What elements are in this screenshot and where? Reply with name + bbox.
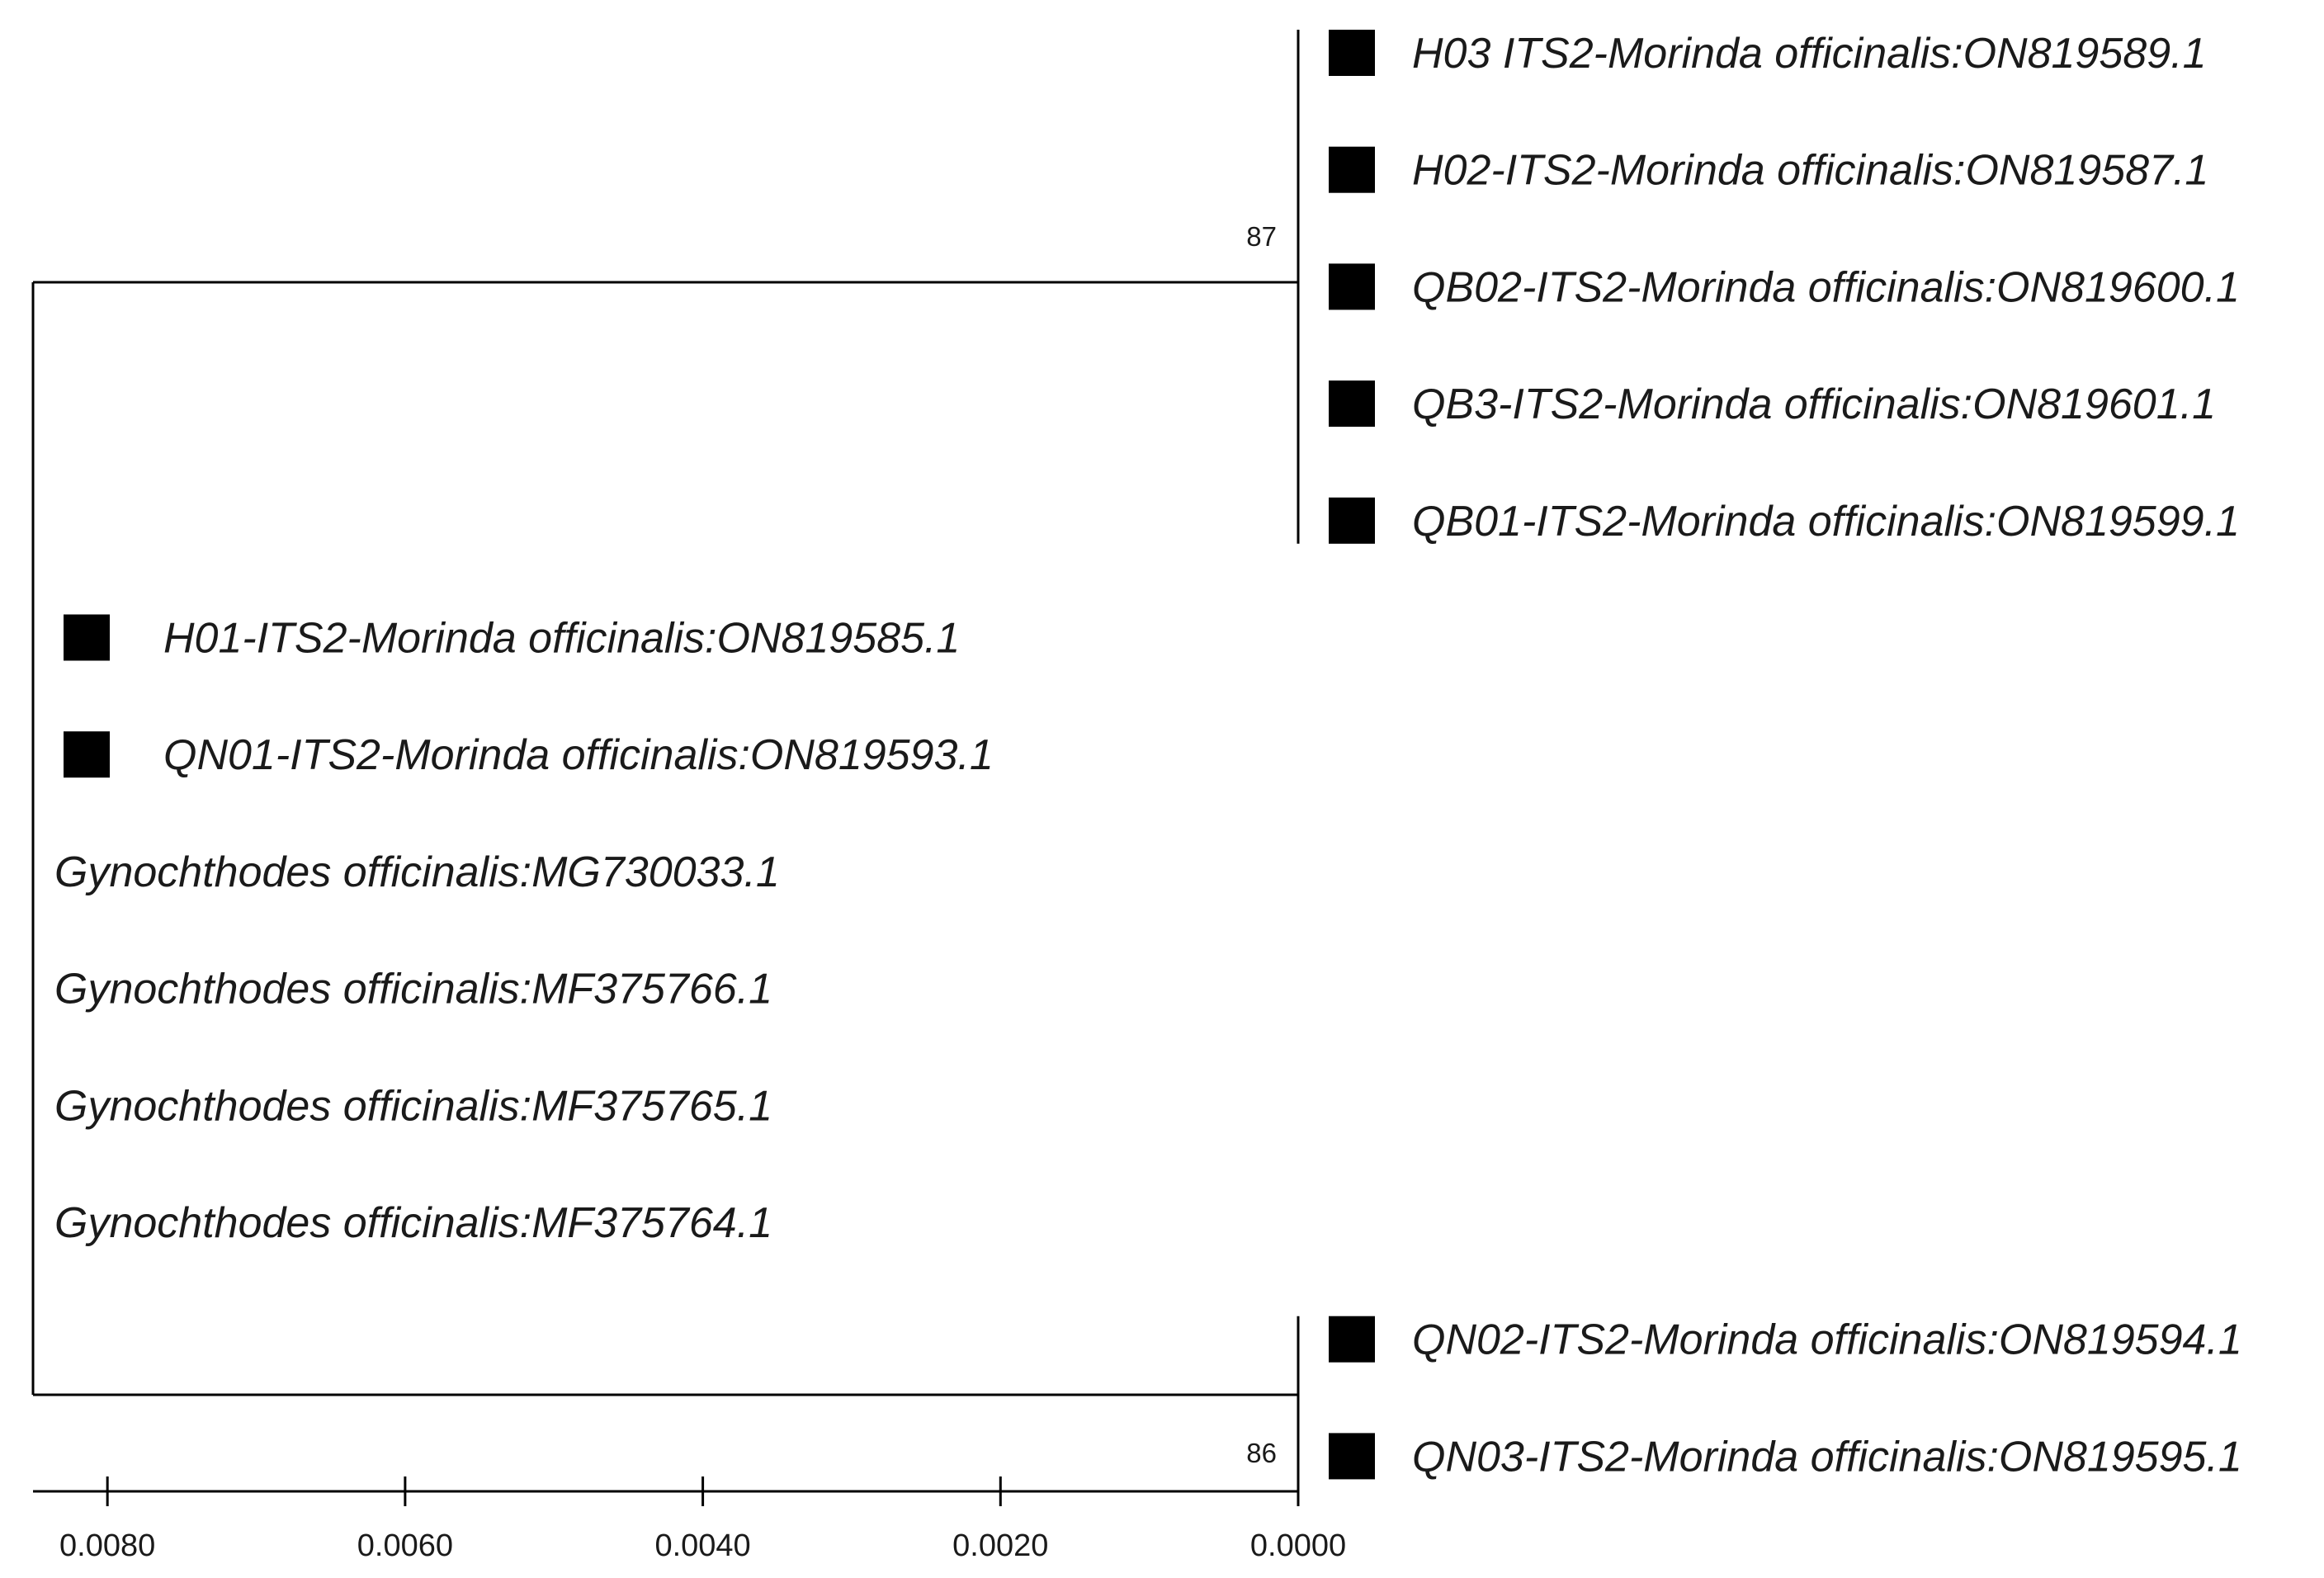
- leaf-label: QB02-ITS2-Morinda officinalis:ON819600.1: [1412, 263, 2240, 311]
- leaf-marker-square: [1329, 1433, 1375, 1480]
- leaf-label: Gynochthodes officinalis:MF375765.1: [54, 1082, 772, 1130]
- scale-axis: 0.0080 0.0060 0.0040 0.0020 0.0000: [33, 1476, 1346, 1563]
- leaf-label: QB3-ITS2-Morinda officinalis:ON819601.1: [1412, 380, 2216, 428]
- bootstrap-value: 86: [1246, 1438, 1277, 1468]
- leaf-label: QN02-ITS2-Morinda officinalis:ON819594.1: [1412, 1316, 2242, 1364]
- leaf-marker-square: [1329, 263, 1375, 310]
- leaf-marker-square: [1329, 497, 1375, 544]
- bootstrap-values: 87 86: [1246, 221, 1277, 1468]
- leaf-label: H03 ITS2-Morinda officinalis:ON819589.1: [1412, 30, 2206, 78]
- axis-tick-label: 0.0000: [1250, 1528, 1346, 1563]
- leaf-marker-square: [1329, 146, 1375, 193]
- tree-leaves: H03 ITS2-Morinda officinalis:ON819589.1 H…: [54, 30, 2242, 1481]
- leaf-label: QN01-ITS2-Morinda officinalis:ON819593.1: [163, 731, 994, 779]
- leaf-marker-square: [64, 731, 110, 778]
- leaf-label: Gynochthodes officinalis:MF375766.1: [54, 966, 772, 1013]
- axis-tick-label: 0.0040: [654, 1528, 750, 1563]
- axis-tick-label: 0.0020: [952, 1528, 1048, 1563]
- leaf-marker-square: [1329, 30, 1375, 76]
- leaf-marker-square: [1329, 1316, 1375, 1363]
- leaf-marker-square: [64, 614, 110, 661]
- leaf-label: QN03-ITS2-Morinda officinalis:ON819595.1: [1412, 1433, 2242, 1481]
- axis-tick-label: 0.0060: [357, 1528, 453, 1563]
- bootstrap-value: 87: [1246, 221, 1277, 252]
- leaf-marker-square: [1329, 380, 1375, 428]
- tree-branches: [31, 30, 1300, 1480]
- leaf-label: QB01-ITS2-Morinda officinalis:ON819599.1: [1412, 498, 2240, 546]
- leaf-label: H02-ITS2-Morinda officinalis:ON819587.1: [1412, 147, 2208, 195]
- leaf-label: Gynochthodes officinalis:MG730033.1: [54, 848, 780, 896]
- axis-tick-label: 0.0080: [59, 1528, 155, 1563]
- leaf-label: Gynochthodes officinalis:MF375764.1: [54, 1199, 772, 1247]
- leaf-label: H01-ITS2-Morinda officinalis:ON819585.1: [163, 615, 960, 663]
